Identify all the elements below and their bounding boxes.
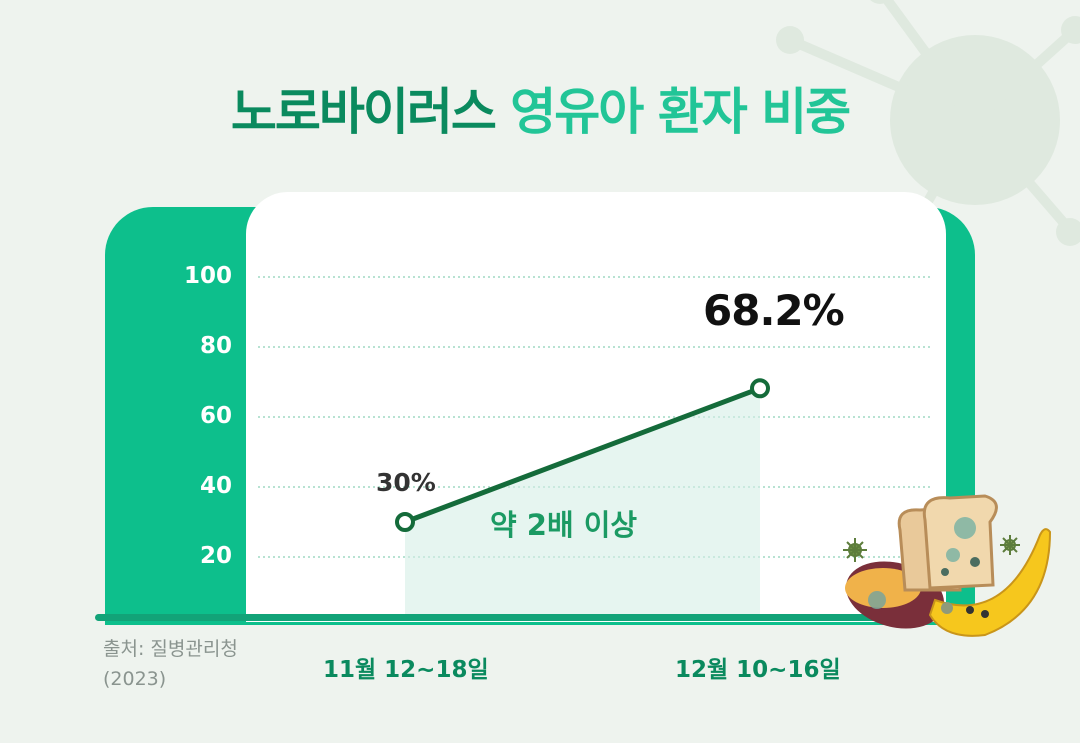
x-tick-label-nov: 11월 12~18일 [323,657,489,683]
y-tick-label-80: 80 [199,333,232,359]
moldy-food-illustration [843,494,1052,637]
y-tick-label-40: 40 [199,473,232,499]
data-point-2 [750,378,770,399]
y-tick-label-100: 100 [183,263,232,289]
data-label-1: 30% [376,468,436,497]
area-fill [405,388,760,614]
source-line1: 출처: 질병관리청 [103,638,238,660]
y-tick-label-60: 60 [199,403,232,429]
annotation-text: 약 2배 이상 [490,508,638,542]
source-note: 출처: 질병관리청 (2023) [103,634,283,694]
data-point-1 [395,512,415,532]
title-part2: 영유아 환자 비중 [510,83,851,141]
title-part1: 노로바이러스 [230,83,497,141]
x-tick-label-dec: 12월 10~16일 [675,657,841,683]
x-axis-baseline [95,614,880,621]
y-tick-label-20: 20 [199,543,232,569]
chart-title: 노로바이러스 영유아 환자 비중 [0,72,1080,144]
series-line [402,385,763,525]
data-label-2: 68.2% [703,286,845,335]
source-line2: (2023) [103,668,167,690]
